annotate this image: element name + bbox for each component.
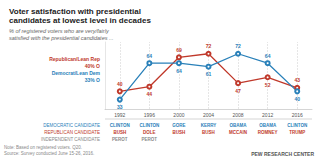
svg-text:OBAMA: OBAMA [230,123,248,128]
svg-text:72: 72 [206,43,212,49]
svg-text:BUSH: BUSH [173,130,186,135]
svg-text:PEW RESEARCH CENTER: PEW RESEARCH CENTER [251,151,314,157]
svg-text:INDEPENDENT CANDIDATE: INDEPENDENT CANDIDATE [41,137,100,142]
svg-text:1996: 1996 [144,112,155,118]
svg-text:Note: Based on registered vote: Note: Based on registered voters. Q20. [4,145,82,150]
svg-text:44: 44 [147,91,153,97]
svg-text:% of registered voters who are: % of registered voters who are very/fair… [9,28,110,34]
svg-text:52: 52 [265,82,271,88]
svg-text:PEROT: PEROT [112,137,128,142]
svg-text:Source: Survey conducted June: Source: Survey conducted June 15-26, 201… [4,151,94,156]
svg-text:MCCAIN: MCCAIN [229,130,247,135]
svg-text:satisfied with the presidentia: satisfied with the presidential candidat… [9,35,114,41]
svg-text:2016: 2016 [292,112,303,118]
svg-text:DOLE: DOLE [143,130,156,135]
svg-text:69: 69 [176,47,182,53]
svg-text:BUSH: BUSH [113,130,126,135]
svg-text:BUSH: BUSH [202,130,215,135]
svg-text:REPUBLICAN CANDIDATE: REPUBLICAN CANDIDATE [44,130,100,135]
svg-text:Republican/Lean Rep: Republican/Lean Rep [49,56,100,62]
svg-text:KERRY: KERRY [201,123,217,128]
svg-text:61: 61 [206,71,212,77]
svg-text:47: 47 [235,88,241,94]
svg-text:33: 33 [117,104,123,110]
svg-text:CLINTON: CLINTON [287,123,307,128]
svg-text:2004: 2004 [203,112,214,118]
svg-text:2000: 2000 [173,112,184,118]
svg-text:64: 64 [176,68,182,74]
svg-text:1992: 1992 [114,112,125,118]
svg-text:33% O: 33% O [85,77,100,83]
svg-text:TRUMP: TRUMP [289,130,305,135]
svg-text:DEMOCRATIC CANDIDATE: DEMOCRATIC CANDIDATE [43,123,100,128]
svg-text:40: 40 [117,81,123,87]
svg-text:OBAMA: OBAMA [259,123,277,128]
svg-text:2008: 2008 [233,112,244,118]
svg-text:64: 64 [147,53,153,59]
svg-text:64: 64 [265,53,271,59]
svg-text:candidates at lowest level in: candidates at lowest level in decades [9,16,151,25]
svg-text:40: 40 [294,96,300,102]
svg-text:2012: 2012 [262,112,273,118]
svg-text:72: 72 [235,43,241,49]
svg-text:ROMNEY: ROMNEY [258,130,278,135]
svg-text:CLINTON: CLINTON [110,123,130,128]
svg-text:GORE: GORE [172,123,185,128]
svg-text:Voter satisfaction with presid: Voter satisfaction with presidential [9,7,141,16]
svg-text:43: 43 [294,77,300,83]
svg-text:PEROT: PEROT [142,137,158,142]
svg-text:Democrat/Lean Dem: Democrat/Lean Dem [52,70,101,76]
svg-text:40% O: 40% O [85,63,100,69]
svg-text:CLINTON: CLINTON [139,123,159,128]
